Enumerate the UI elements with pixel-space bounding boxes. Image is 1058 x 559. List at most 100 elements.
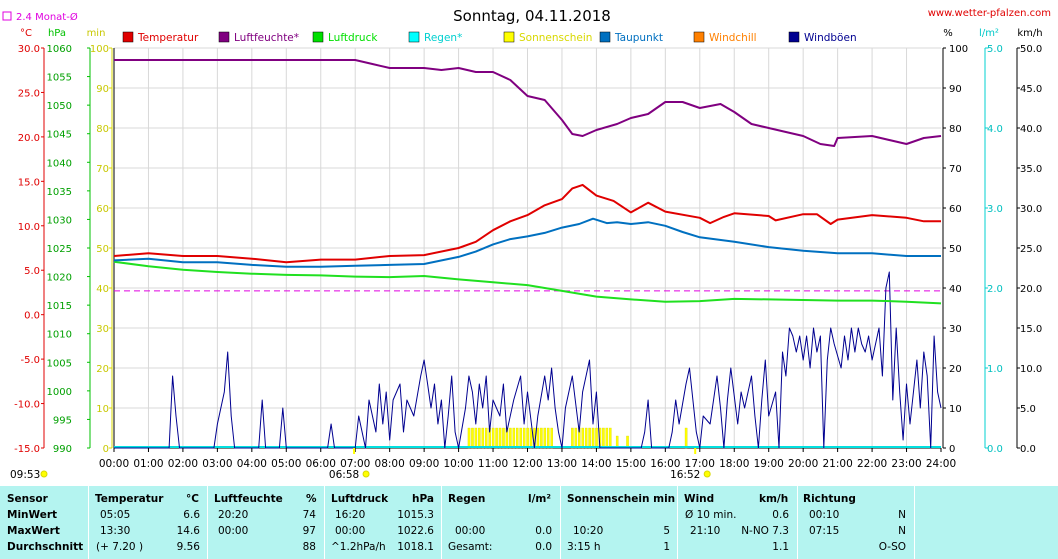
hum-min-value: 74 [302, 509, 316, 521]
sunshine-bar [484, 427, 488, 449]
sunshine-bar [471, 427, 474, 449]
sunshine-bar [519, 427, 522, 449]
sun-icon [703, 470, 711, 478]
x-tick-label: 07:00 [340, 458, 370, 470]
x-tick-label: 01:00 [133, 458, 163, 470]
sunshine-bar [581, 427, 584, 449]
x-tick-label: 12:00 [512, 458, 542, 470]
tick-label: 30.0 [18, 44, 40, 55]
average-label: 2.4 Monat-Ø [16, 11, 78, 23]
tick-label: 80 [96, 124, 109, 135]
tick-label: 5.0 [987, 44, 1003, 55]
legend-swatch [693, 31, 705, 43]
sun-marker-label: 16:52 [670, 469, 700, 481]
header-regen: Regen [448, 493, 486, 505]
tick-label: 80 [949, 124, 962, 135]
tick-label: 1045 [47, 130, 72, 141]
sunshine-bar [574, 427, 578, 449]
x-tick-label: 04:00 [237, 458, 267, 470]
tick-label: 100 [949, 44, 968, 55]
tick-label: 0.0 [987, 444, 1003, 455]
series-layer [113, 59, 942, 449]
legend-item: Windböen [788, 31, 857, 44]
average-marker-icon [2, 11, 12, 21]
tick-label: 100 [90, 44, 109, 55]
dir-max-value: N [898, 525, 906, 537]
header-regen-unit: l/m² [528, 493, 551, 505]
tick-label: -5.0 [20, 355, 40, 366]
tick-label: 1040 [47, 158, 72, 169]
legend-swatch [788, 31, 800, 43]
sun-marker: 16:52 [670, 448, 711, 481]
sunshine-bar [595, 427, 598, 449]
press-max-time: 00:00 [335, 525, 366, 537]
x-tick-label: 16:00 [650, 458, 680, 470]
header-temperatur: Temperatur [95, 493, 164, 505]
tick-label: -10.0 [14, 400, 40, 411]
rain-max-value: 0.0 [535, 525, 552, 537]
wind-max-value: N-NO 7.3 [741, 525, 789, 537]
header-sonnenschein: Sonnenschein min [567, 493, 676, 505]
tick-label: 0.0 [24, 311, 40, 322]
series-sonnenschein [467, 427, 688, 449]
sunshine-bar [591, 427, 595, 449]
sunshine-bar [491, 427, 495, 449]
series-taupunkt [113, 217, 941, 268]
temp-avg-value: 9.56 [176, 541, 200, 553]
sunshine-bar [495, 427, 498, 449]
row-label-avg: Durchschnitt [7, 541, 84, 553]
legend-item: Taupunkt [599, 31, 663, 44]
x-tick-label: 06:00 [306, 458, 336, 470]
sunshine-bar [547, 427, 550, 449]
wind-min-value: 0.6 [772, 509, 789, 521]
series-luftfeuchte [114, 59, 942, 147]
tick-label: 15.0 [1020, 324, 1042, 335]
source-link[interactable]: www.wetter-pfalzen.com [928, 8, 1051, 19]
tick-label: 4.0 [987, 124, 1003, 135]
unit-pct: % [943, 28, 953, 39]
x-axis-ticks: 00:00 01:00 02:00 03:00 04:00 05:00 06:00 07:00… [99, 448, 956, 470]
tick-label: -15.0 [14, 444, 40, 455]
tick-label: 0 [103, 444, 109, 455]
unit-press: hPa [48, 28, 66, 39]
tick-label: 25.0 [18, 88, 40, 99]
tick-label: 1050 [47, 101, 72, 112]
sun-marker: 06:58 [329, 448, 370, 481]
sun-total: 3:15 h [567, 541, 601, 553]
tick-label: 30.0 [1020, 204, 1042, 215]
dir-max-time: 07:15 [809, 525, 840, 537]
header-sensor: Sensor [7, 493, 48, 505]
legend-label: Temperatur [137, 32, 199, 44]
tick-label: 20.0 [18, 133, 40, 144]
x-tick-label: 17:00 [685, 458, 715, 470]
temp-min-value: 6.6 [183, 509, 200, 521]
weather-chart: Sonntag, 04.11.2018 www.wetter-pfalzen.c… [0, 0, 1058, 486]
tick-label: 40 [96, 284, 109, 295]
sunshine-bar [509, 427, 512, 449]
tick-label: 0.0 [1020, 444, 1036, 455]
header-wind: Wind [684, 493, 715, 505]
sunshine-bar [502, 427, 505, 449]
legend-item: Windchill [693, 31, 757, 44]
press-min-time: 16:20 [335, 509, 366, 521]
dir-min-value: N [898, 509, 906, 521]
tick-label: 995 [53, 415, 72, 426]
x-tick-label: 14:00 [581, 458, 611, 470]
temp-max-time: 13:30 [100, 525, 131, 537]
tick-label: 2.0 [987, 284, 1003, 295]
unit-rain: l/m² [979, 28, 999, 39]
sun-avg-value: 1 [663, 541, 670, 553]
tick-label: 50 [949, 244, 962, 255]
chart-background [0, 0, 1058, 486]
tick-label: 1015 [47, 301, 72, 312]
tick-label: 1010 [47, 330, 72, 341]
tick-label: 20 [96, 364, 109, 375]
header-luftfeuchte: Luftfeuchte [214, 493, 283, 505]
header-temperatur-unit: °C [186, 493, 199, 505]
tick-label: 1.0 [987, 364, 1003, 375]
sunshine-bar [512, 427, 516, 449]
press-axis: 1060 1055 1050 1045 1040 1035 1030 1025 1020 1015… [47, 44, 91, 455]
sunshine-bar [478, 427, 481, 449]
sunshine-bar [522, 427, 526, 449]
